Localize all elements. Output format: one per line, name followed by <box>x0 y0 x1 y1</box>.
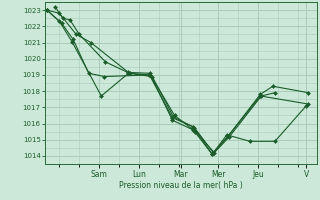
X-axis label: Pression niveau de la mer( hPa ): Pression niveau de la mer( hPa ) <box>119 181 243 190</box>
